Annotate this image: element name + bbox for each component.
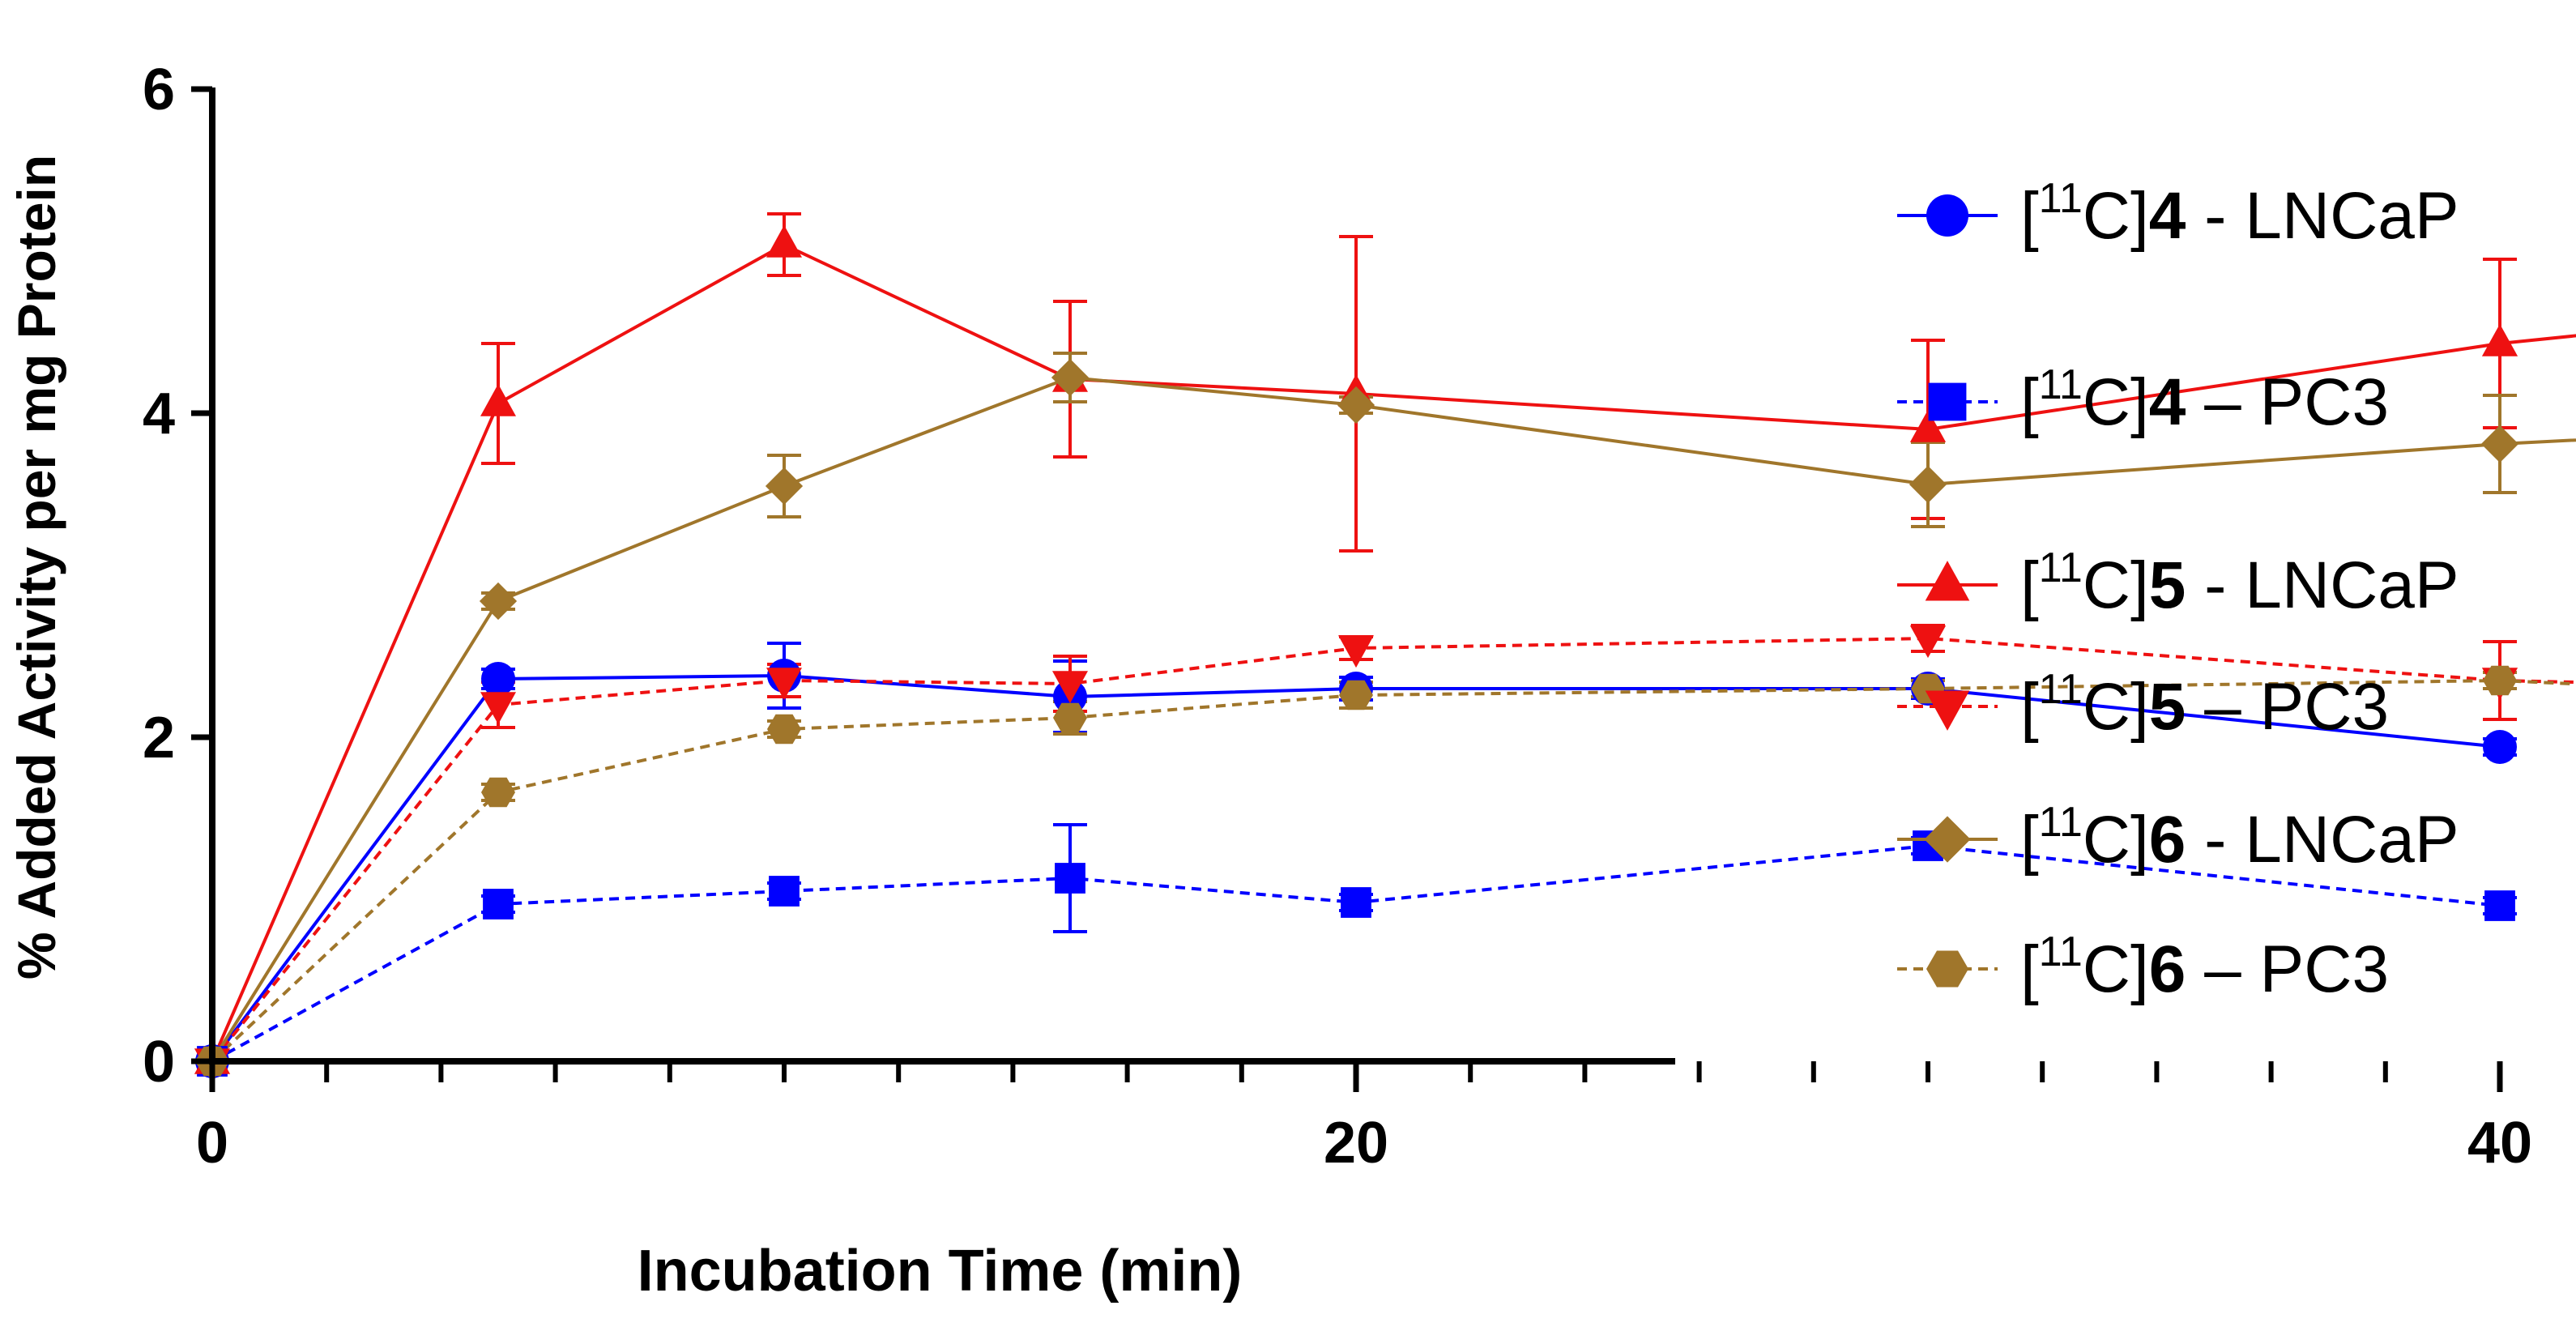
- data-point: [2480, 425, 2519, 463]
- x-tick-label: 20: [1324, 1111, 1388, 1176]
- data-point: [1909, 465, 1947, 504]
- series-line-5: [211, 679, 2576, 1063]
- data-point: [1338, 635, 1374, 668]
- legend-item: [11C]6 – PC3: [1897, 928, 2389, 1006]
- data-point: [767, 714, 801, 745]
- data-point: [1909, 409, 1947, 442]
- data-point: [1055, 863, 1085, 894]
- data-point: [480, 692, 516, 725]
- y-tick-label: 0: [143, 1030, 175, 1094]
- data-point: [1052, 671, 1088, 704]
- series-line-2: [211, 243, 2576, 1062]
- data-point: [2481, 323, 2518, 356]
- data-point: [769, 876, 800, 907]
- legend-marker: [1924, 816, 1971, 863]
- legend-item: [11C]6 - LNCaP: [1897, 799, 2459, 877]
- legend-item: [11C]5 – PC3: [1897, 666, 2389, 744]
- legend-marker: [1926, 950, 1968, 988]
- legend-label: [11C]5 – PC3: [2020, 666, 2389, 744]
- axes: 0 2 4 6 0 20 40: [143, 58, 2532, 1176]
- y-tick-label: 4: [143, 382, 175, 446]
- data-point: [479, 582, 518, 621]
- series-line-4: [211, 376, 2576, 1063]
- legend-label: [11C]4 - LNCaP: [2020, 175, 2459, 253]
- legend-item: [11C]4 - LNCaP: [1897, 175, 2459, 253]
- legend-item: [11C]5 - LNCaP: [1897, 544, 2459, 622]
- data-point: [765, 467, 804, 506]
- data-point: [1339, 680, 1373, 710]
- series-line-3: [211, 637, 2576, 1063]
- data-point: [2484, 890, 2515, 921]
- y-tick-label: 6: [143, 58, 175, 122]
- legend-marker: [1925, 561, 1970, 601]
- data-point: [1337, 386, 1375, 425]
- x-tick-label: 0: [196, 1111, 228, 1176]
- y-axis-label: % Added Activity per mg Protein: [6, 155, 66, 979]
- legend-marker: [1925, 690, 1970, 731]
- data-point: [2483, 730, 2517, 764]
- data-point: [483, 889, 514, 920]
- legend-label: [11C]5 - LNCaP: [2020, 544, 2459, 622]
- legend-item: [11C]4 – PC3: [1897, 361, 2389, 439]
- data-point: [1909, 625, 1947, 659]
- legend-marker: [1926, 194, 1968, 237]
- legend-marker: [1928, 382, 1967, 421]
- x-axis-label: Incubation Time (min): [638, 1239, 1243, 1304]
- data-point: [1053, 702, 1087, 733]
- data-point: [1051, 358, 1090, 397]
- data-point: [481, 777, 515, 808]
- x-tick-label: 40: [2467, 1111, 2532, 1176]
- legend-label: [11C]4 – PC3: [2020, 361, 2389, 439]
- data-point: [481, 662, 515, 696]
- data-point: [1341, 887, 1371, 918]
- y-tick-label: 2: [143, 706, 175, 770]
- legend-label: [11C]6 – PC3: [2020, 928, 2389, 1006]
- data-point: [480, 383, 516, 416]
- data-point: [766, 224, 802, 258]
- legend-label: [11C]6 - LNCaP: [2020, 799, 2459, 877]
- legend: [11C]4 - LNCaP [11C]4 – PC3 [11C]5 - LNCaP…: [1897, 175, 2459, 1006]
- data-point: [2483, 665, 2517, 696]
- data-point: [766, 668, 802, 701]
